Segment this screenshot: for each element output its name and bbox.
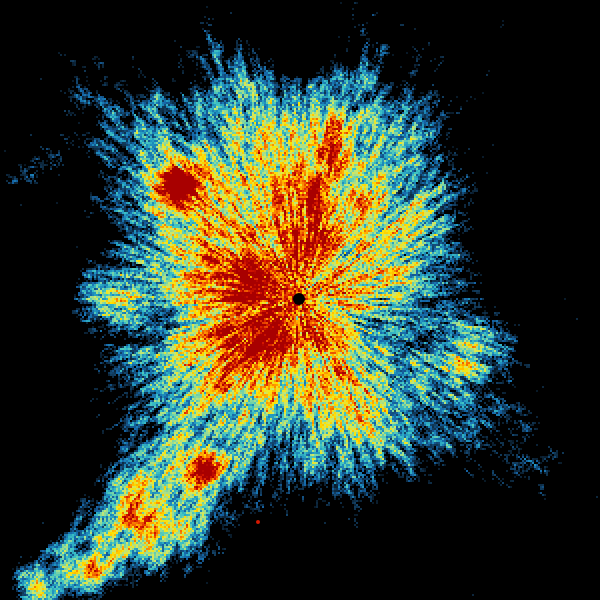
radar-reflectivity-canvas[interactable] (0, 0, 600, 600)
radar-display: Radar Reflectivity PPI dBZ radar-site ec… (0, 0, 600, 600)
